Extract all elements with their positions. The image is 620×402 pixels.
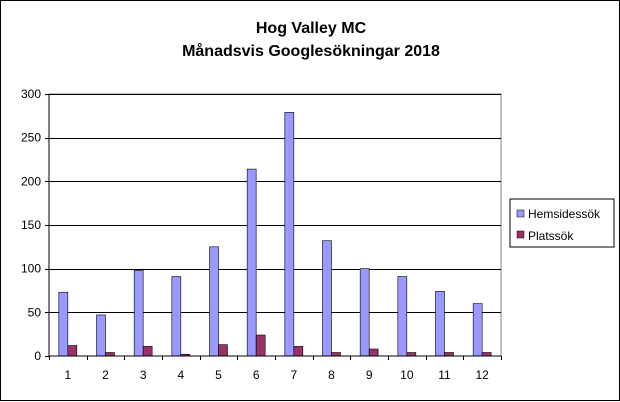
x-tick-label-9: 9: [366, 368, 373, 382]
legend: Hemsidessök Platssök: [509, 198, 615, 248]
y-tick-label-200: 200: [21, 174, 41, 188]
bar-s1-c10: [406, 352, 417, 357]
bar-s0-c11: [435, 291, 445, 357]
gridlines: [49, 94, 501, 313]
legend-box: [509, 198, 615, 248]
bar-s1-c2: [105, 352, 115, 357]
bar-s0-c8: [322, 240, 332, 357]
x-tick-label-10: 10: [400, 368, 414, 382]
x-tick-label-1: 1: [64, 368, 71, 382]
axes: [45, 94, 502, 360]
bar-s0-c9: [359, 268, 370, 357]
y-tick-label-150: 150: [21, 218, 41, 232]
legend-label-hemsidessok: Hemsidessök: [528, 207, 601, 221]
legend-swatch-platssok: [516, 230, 525, 239]
x-tick-label-3: 3: [140, 368, 147, 382]
legend-label-platssok: Platssök: [528, 229, 574, 243]
bar-s1-c6: [255, 334, 266, 357]
bar-s0-c4: [171, 276, 182, 357]
chart-subtitle: Månadsvis Googlesökningar 2018: [182, 42, 440, 60]
bar-s1-c8: [331, 352, 341, 357]
bar-s0-c3: [133, 270, 144, 357]
bar-s1-c5: [218, 344, 228, 357]
bar-s0-c5: [209, 246, 219, 357]
bar-s1-c12: [481, 352, 492, 357]
x-tick-labels: 1 2 3 4 5 6 7 8 9 10 11 12: [64, 368, 489, 382]
x-tick-label-8: 8: [328, 368, 335, 382]
y-tick-label-100: 100: [21, 262, 41, 276]
x-tick-label-12: 12: [475, 368, 489, 382]
x-tick-label-6: 6: [253, 368, 260, 382]
bar-s0-c12: [472, 303, 483, 357]
x-tick-label-2: 2: [102, 368, 109, 382]
bar-s1-c7: [293, 346, 304, 357]
bar-s1-c9: [368, 348, 379, 357]
x-tick-label-5: 5: [215, 368, 222, 382]
y-tick-label-0: 0: [34, 349, 41, 363]
bar-s1-c11: [444, 352, 454, 357]
bar-s0-c7: [284, 112, 295, 357]
bars: [58, 112, 492, 357]
legend-swatch-hemsidessok: [516, 209, 525, 218]
bar-s0-c2: [96, 314, 106, 357]
y-tick-label-250: 250: [21, 131, 41, 145]
y-tick-label-50: 50: [28, 305, 42, 319]
x-tick-label-11: 11: [438, 368, 451, 382]
y-tick-labels: 0 50 100 150 200 250 300: [21, 87, 41, 363]
bar-s1-c1: [67, 345, 78, 357]
bar-s0-c6: [246, 168, 257, 357]
x-tick-label-4: 4: [177, 368, 184, 382]
bar-s0-c1: [58, 291, 69, 357]
x-tick-label-7: 7: [290, 368, 297, 382]
chart-title: Hog Valley MC: [256, 20, 367, 37]
y-tick-label-300: 300: [21, 87, 41, 101]
bar-s0-c10: [397, 276, 408, 357]
bar-s1-c3: [142, 346, 153, 357]
